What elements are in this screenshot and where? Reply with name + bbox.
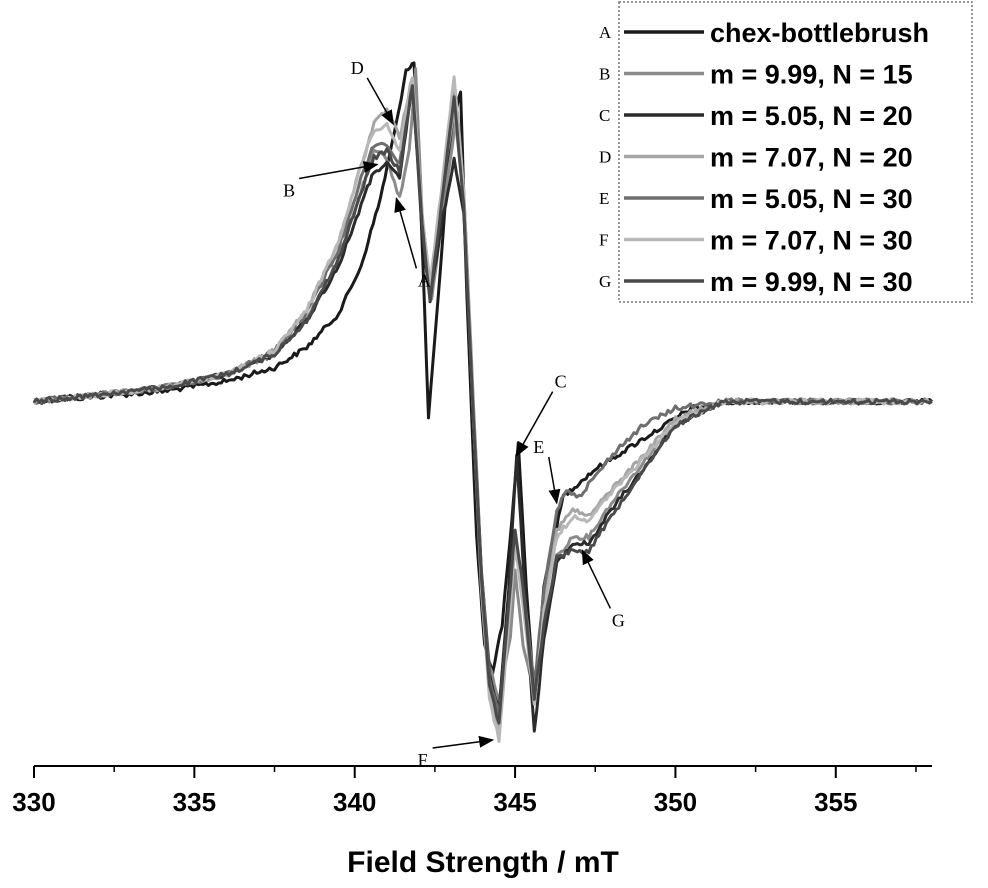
annotation-label-B: B (283, 181, 295, 201)
legend-label-B: m = 9.99, N = 15 (710, 60, 913, 90)
legend-box (618, 1, 973, 303)
legend-key-G: G (599, 272, 611, 291)
x-tick-label-330: 330 (12, 787, 55, 817)
legend-label-D: m = 7.07, N = 20 (710, 143, 913, 173)
annotation-label-E: E (533, 437, 544, 457)
legend-label-A: chex-bottlebrush (710, 18, 929, 48)
x-tick-label-355: 355 (814, 787, 857, 817)
legend-key-E: E (599, 189, 609, 208)
annotation-arrow-G (581, 549, 612, 609)
legend-key-A: A (599, 23, 612, 42)
legend-key-D: D (599, 148, 611, 167)
x-tick-label-340: 340 (333, 787, 376, 817)
x-tick-label-345: 345 (493, 787, 536, 817)
series-layer (32, 61, 933, 743)
annotation-arrow-C (515, 391, 554, 457)
annotation-layer: A B C D E F G (283, 58, 625, 770)
legend-label-F: m = 7.07, N = 30 (710, 226, 913, 256)
x-axis-ticks: 330 335 340 345 350 355 (12, 766, 917, 817)
annotation-label-C: C (555, 372, 567, 392)
x-tick-label-335: 335 (173, 787, 216, 817)
legend-label-E: m = 5.05, N = 30 (710, 184, 913, 214)
x-tick-label-350: 350 (654, 787, 697, 817)
annotation-label-A: A (418, 270, 431, 290)
annotation-arrow-D (366, 77, 394, 126)
legend-key-C: C (599, 106, 610, 125)
series-line-G (32, 84, 933, 725)
annotation-arrow-E (548, 456, 561, 505)
annotation-label-D: D (351, 58, 364, 78)
x-axis-title: Field Strength / mT (347, 846, 619, 879)
legend-label-G: m = 9.99, N = 30 (710, 267, 913, 297)
annotation-label-F: F (418, 750, 428, 770)
legend-key-B: B (599, 65, 610, 84)
annotation-label-G: G (612, 610, 625, 630)
legend-key-F: F (599, 231, 608, 250)
legend-label-C: m = 5.05, N = 20 (710, 101, 913, 131)
annotation-arrow-F (432, 735, 495, 749)
annotation-arrow-B (299, 161, 379, 180)
annotation-arrow-A (394, 196, 418, 269)
